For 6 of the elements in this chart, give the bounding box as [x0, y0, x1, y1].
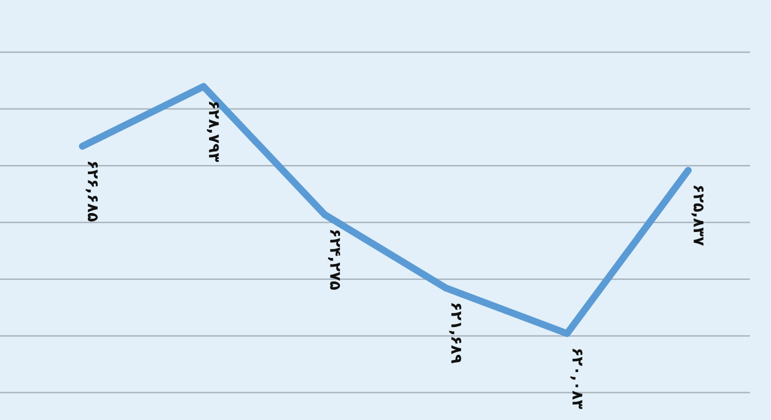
data-label: ۶۲۸,۷۹۳ — [206, 102, 219, 162]
data-label: ۶۲۱,۶۸۹ — [449, 303, 462, 364]
data-label: ۶۲۶,۶۸۵ — [86, 161, 98, 222]
data-label: ۶۲۵,۸۳۷ — [692, 186, 704, 246]
data-label: ۶۲۴,۲۷۵ — [328, 230, 340, 290]
data-label: ۶۲۰,۰۸۳ — [570, 348, 582, 409]
